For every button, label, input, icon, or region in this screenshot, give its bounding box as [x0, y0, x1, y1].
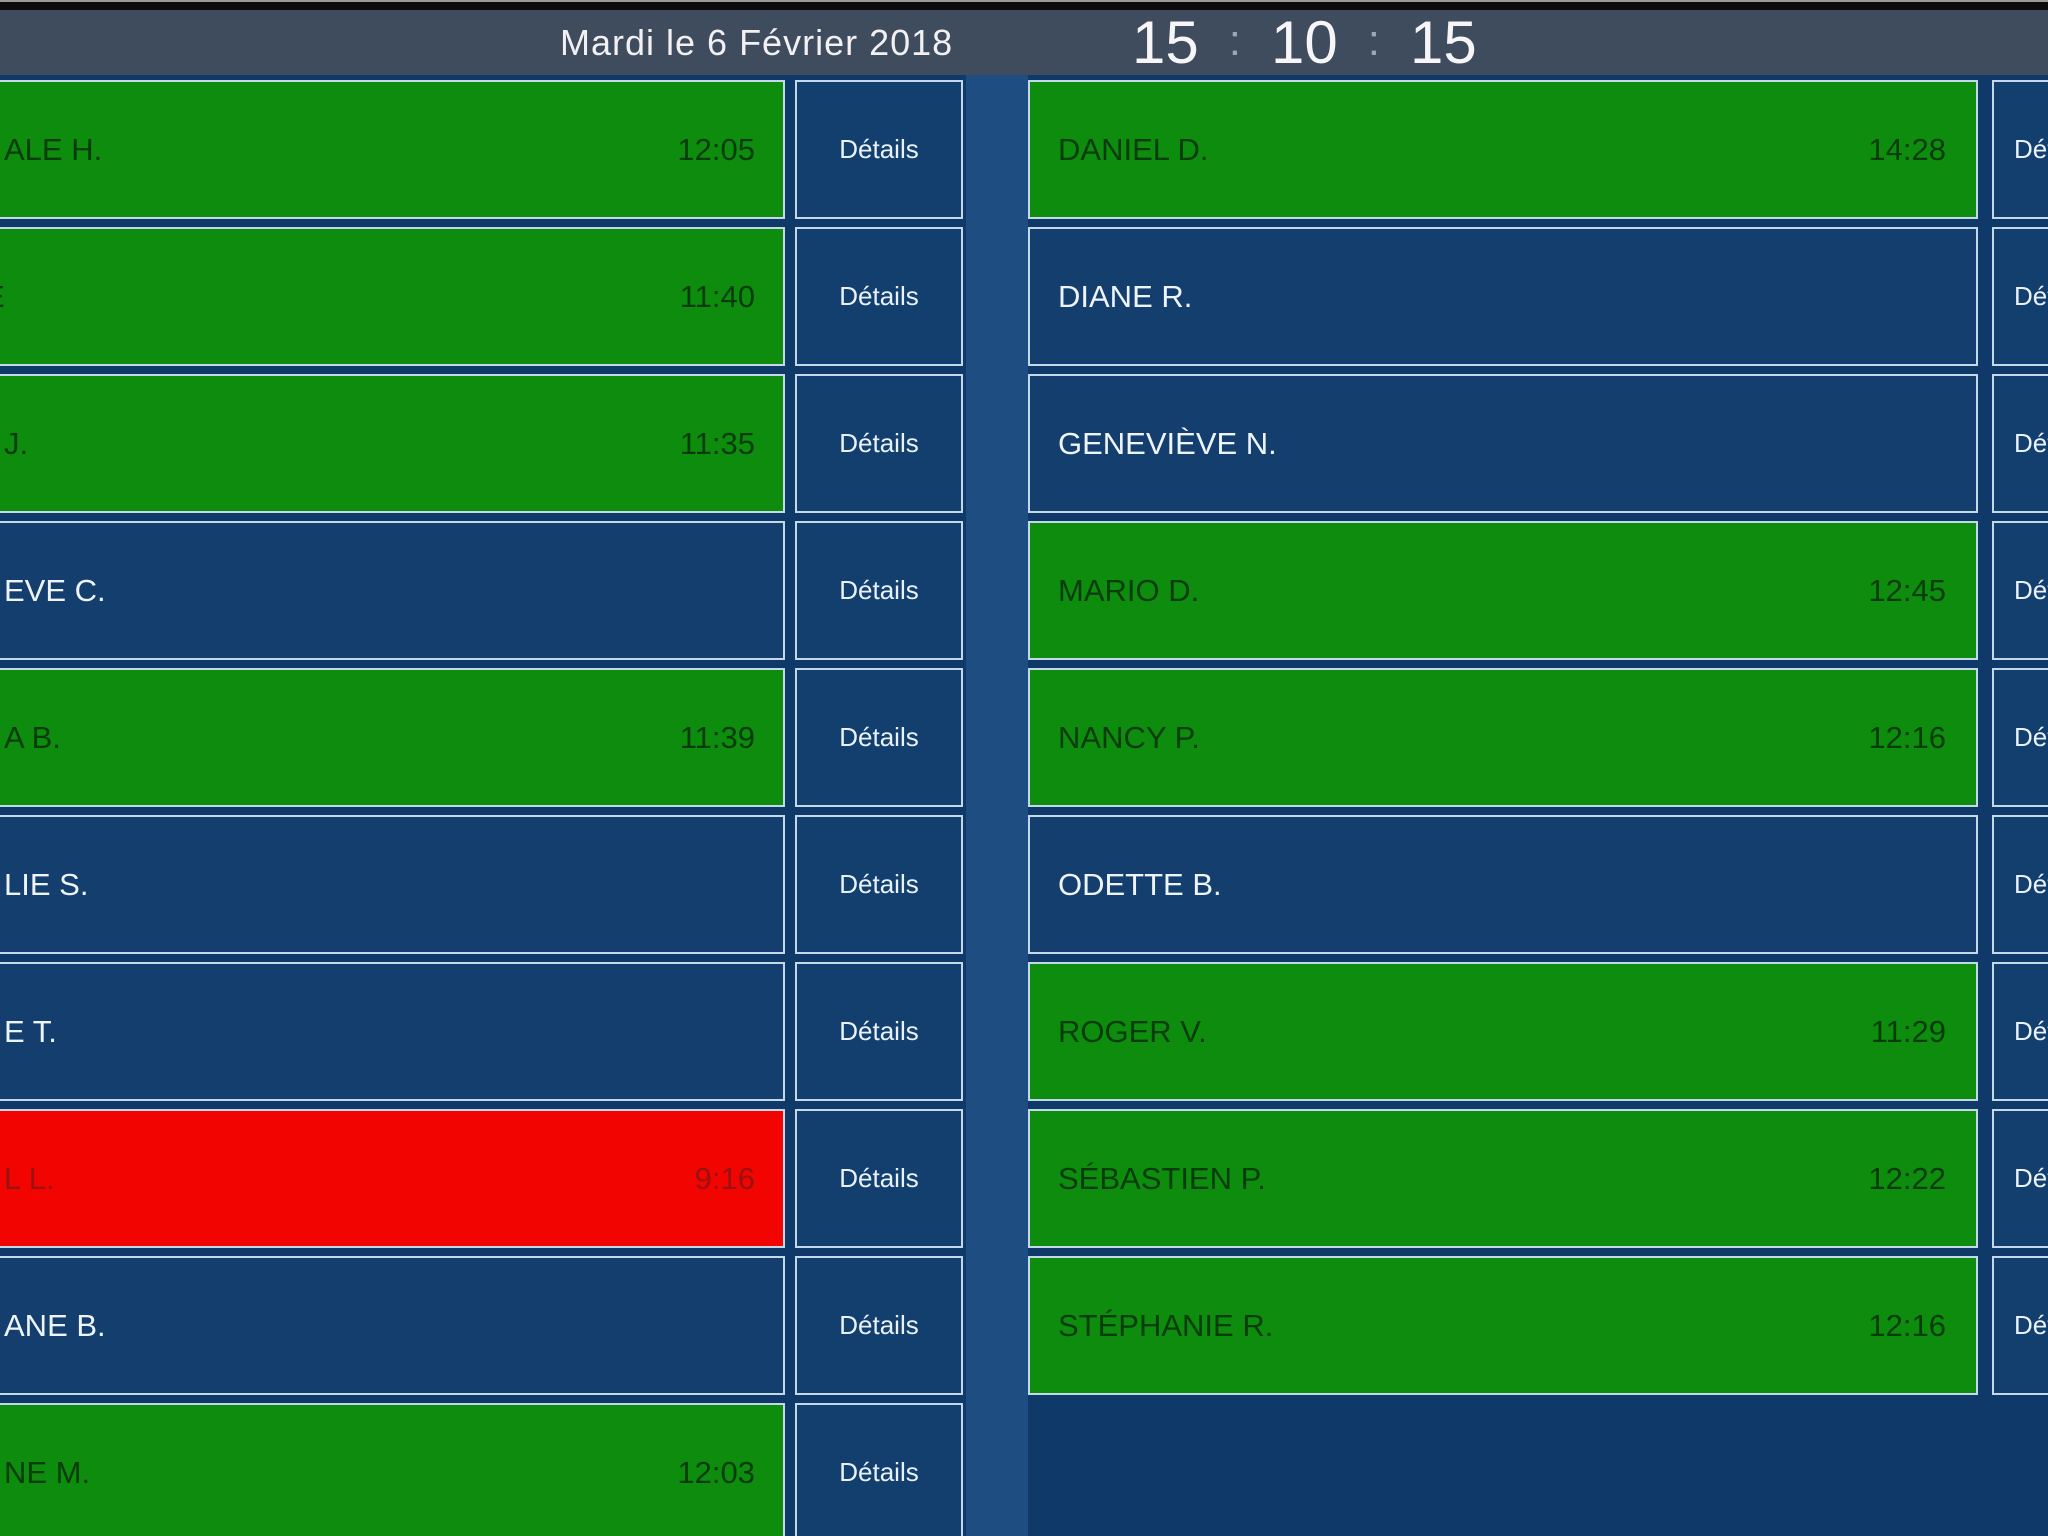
- left-person-row: LIE S.: [0, 815, 785, 954]
- details-button[interactable]: Détails: [795, 1403, 963, 1536]
- punch-time: 12:16: [1868, 719, 1946, 755]
- left-details-column: Détails Détails Détails Détails Détails Détai…: [795, 80, 963, 1536]
- person-name: ALE H.: [4, 131, 103, 167]
- details-button[interactable]: Détails: [795, 80, 963, 219]
- left-person-row: J. 11:35: [0, 374, 785, 513]
- punch-time: 11:35: [679, 425, 755, 461]
- right-details-column-cutoff: Détails Détails Détails Détails Détails Détai…: [1992, 80, 2048, 1403]
- clock-separator-icon: :: [1367, 15, 1380, 65]
- left-person-row: L L. 9:16: [0, 1109, 785, 1248]
- right-names-column: DANIEL D. 14:28 DIANE R. GENEVIÈVE N. MARIO …: [1028, 80, 1978, 1403]
- header-bar: Mardi le 6 Février 2018 15 : 10 : 15: [0, 9, 2048, 76]
- details-button[interactable]: Détails: [795, 1256, 963, 1395]
- person-name: GENEVIÈVE N.: [1058, 425, 1277, 461]
- person-name: L L.: [4, 1160, 55, 1196]
- person-name: DIANE R.: [1058, 278, 1193, 314]
- person-name: EVE C.: [4, 572, 106, 608]
- punch-time: 12:16: [1868, 1307, 1946, 1343]
- left-names-column: ALE H. 12:05 E 11:40 J. 11:35 EVE C. A B. 11:39 L…: [0, 80, 785, 1536]
- left-person-row: NE M. 12:03: [0, 1403, 785, 1536]
- punch-time: 12:03: [677, 1454, 755, 1490]
- left-person-row: EVE C.: [0, 521, 785, 660]
- clock-seconds: 15: [1409, 9, 1477, 76]
- person-name: NANCY P.: [1058, 719, 1200, 755]
- details-button[interactable]: Détails: [795, 227, 963, 366]
- person-name: E T.: [4, 1013, 57, 1049]
- clock-hours: 15: [1132, 9, 1199, 76]
- details-button[interactable]: Détails: [795, 668, 963, 807]
- details-button[interactable]: Détails: [795, 521, 963, 660]
- person-name: A B.: [4, 719, 61, 755]
- details-button[interactable]: Détails: [1992, 521, 2048, 660]
- right-person-row: ODETTE B.: [1028, 815, 1978, 954]
- person-name: ROGER V.: [1058, 1013, 1207, 1049]
- right-person-row: DIANE R.: [1028, 227, 1978, 366]
- person-name: LIE S.: [4, 866, 89, 902]
- right-person-row: STÉPHANIE R. 12:16: [1028, 1256, 1978, 1395]
- details-button[interactable]: Détails: [795, 374, 963, 513]
- details-button[interactable]: Détails: [795, 962, 963, 1101]
- punch-time: 11:39: [679, 719, 755, 755]
- punch-time: 9:16: [694, 1160, 755, 1196]
- punch-time: 14:28: [1868, 131, 1946, 167]
- punch-time: 12:22: [1868, 1160, 1946, 1196]
- column-divider-band: [966, 75, 1028, 1536]
- details-button[interactable]: Détails: [1992, 815, 2048, 954]
- clock: 15 : 10 : 15: [1132, 9, 1477, 76]
- left-person-row: E T.: [0, 962, 785, 1101]
- left-person-row: E 11:40: [0, 227, 785, 366]
- right-person-row: ROGER V. 11:29: [1028, 962, 1978, 1101]
- window-top-edge: [0, 0, 2048, 10]
- person-name: ODETTE B.: [1058, 866, 1222, 902]
- details-button[interactable]: Détails: [1992, 227, 2048, 366]
- punch-time: 12:45: [1868, 572, 1946, 608]
- right-person-row: MARIO D. 12:45: [1028, 521, 1978, 660]
- clock-minutes: 10: [1270, 9, 1338, 76]
- details-button[interactable]: Détails: [1992, 668, 2048, 807]
- clock-separator-icon: :: [1228, 15, 1241, 65]
- right-person-row: SÉBASTIEN P. 12:22: [1028, 1109, 1978, 1248]
- person-name: STÉPHANIE R.: [1058, 1307, 1274, 1343]
- right-person-row: DANIEL D. 14:28: [1028, 80, 1978, 219]
- punch-time: 11:40: [679, 278, 755, 314]
- details-button[interactable]: Détails: [795, 1109, 963, 1248]
- left-person-row: ANE B.: [0, 1256, 785, 1395]
- person-name: J.: [4, 425, 29, 461]
- left-person-row: ALE H. 12:05: [0, 80, 785, 219]
- person-name: E: [0, 279, 5, 315]
- right-person-row: NANCY P. 12:16: [1028, 668, 1978, 807]
- person-name: DANIEL D.: [1058, 131, 1209, 167]
- details-button[interactable]: Détails: [1992, 1256, 2048, 1395]
- left-person-row: A B. 11:39: [0, 668, 785, 807]
- details-button[interactable]: Détails: [1992, 80, 2048, 219]
- person-name: NE M.: [4, 1454, 91, 1490]
- person-name: MARIO D.: [1058, 572, 1200, 608]
- right-person-row: GENEVIÈVE N.: [1028, 374, 1978, 513]
- details-button[interactable]: Détails: [1992, 1109, 2048, 1248]
- details-button[interactable]: Détails: [1992, 374, 2048, 513]
- details-button[interactable]: Détails: [795, 815, 963, 954]
- date-label: Mardi le 6 Février 2018: [560, 22, 954, 63]
- person-name: SÉBASTIEN P.: [1058, 1160, 1266, 1196]
- punch-time: 11:29: [1870, 1013, 1946, 1049]
- details-button[interactable]: Détails: [1992, 962, 2048, 1101]
- person-name: ANE B.: [4, 1307, 106, 1343]
- punch-time: 12:05: [677, 131, 755, 167]
